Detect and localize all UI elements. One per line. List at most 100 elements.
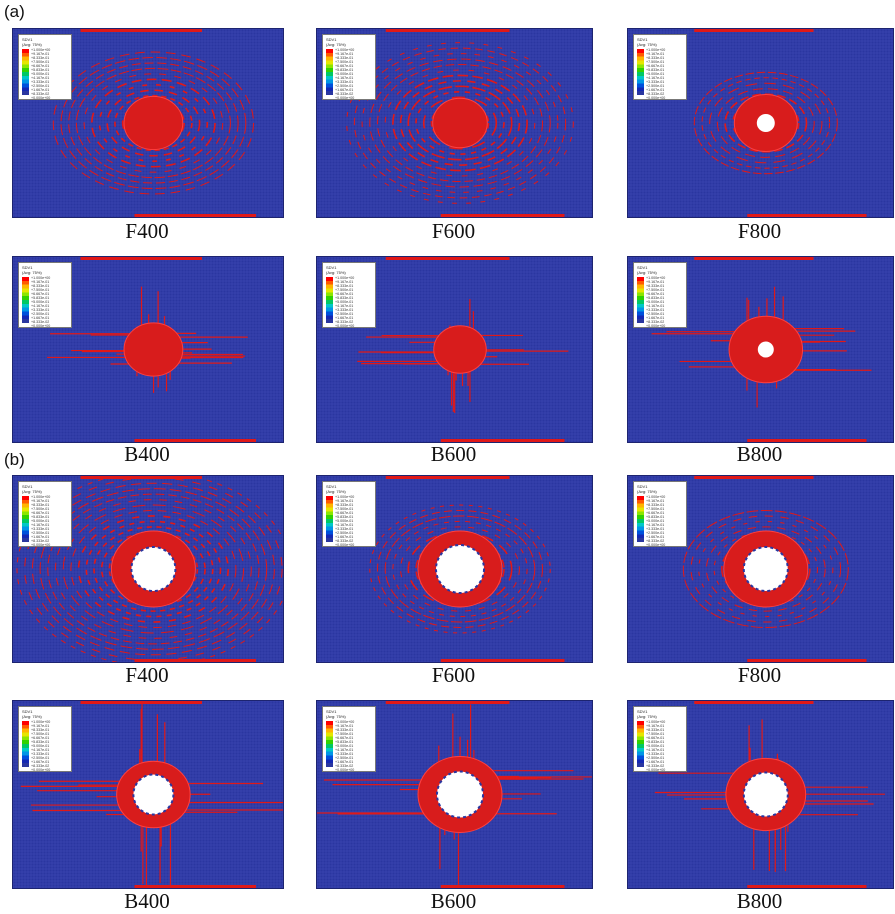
legend-value: +4.167e-01: [31, 748, 50, 752]
legend-variable: SDV1: [637, 37, 648, 42]
legend-value: +5.833e-01: [31, 740, 50, 744]
panel-caption: B800: [736, 442, 783, 466]
legend-value: +3.333e-01: [646, 527, 665, 531]
legend-value: +0.000e+00: [335, 768, 355, 772]
damage-ring: [346, 42, 574, 204]
legend-value: +2.500e-01: [646, 756, 665, 760]
legend-value: +4.167e-01: [646, 76, 665, 80]
legend-value: +6.667e-01: [335, 64, 354, 68]
legend-averaging: (Avg: 75%): [22, 42, 42, 47]
legend-value: +8.333e-01: [335, 56, 354, 60]
perforation-hole: [130, 546, 177, 592]
legend-value: +5.000e-01: [335, 72, 354, 76]
legend-value: +5.000e-01: [646, 300, 665, 304]
contour-legend: SDV1 (Avg: 75%) +1.000e+00 +9.167e-01 +8.333…: [322, 34, 376, 100]
legend-value: +5.000e-01: [31, 519, 50, 523]
fe-panel-b-F600: SDV1 (Avg: 75%) +1.000e+00 +9.167e-01 +8.333…: [316, 475, 593, 663]
legend-value: +5.833e-01: [31, 515, 50, 519]
edge-damage: [385, 476, 510, 479]
fe-panel-a-F600: SDV1 (Avg: 75%) +1.000e+00 +9.167e-01 +8.333…: [316, 28, 593, 218]
fe-panel-a-F800: SDV1 (Avg: 75%) +1.000e+00 +9.167e-01 +8.333…: [627, 28, 894, 218]
damage-region: [693, 71, 838, 175]
damage-ring: [705, 526, 826, 612]
damage-ring: [75, 67, 231, 179]
legend-value: +8.333e-02: [646, 539, 665, 543]
legend-value: +8.333e-02: [646, 92, 665, 96]
legend-value: +6.667e-01: [31, 511, 50, 515]
edge-damage: [134, 439, 256, 442]
legend-value: +1.667e-01: [335, 535, 354, 539]
edge-damage: [134, 885, 256, 888]
legend-value: +4.167e-01: [335, 523, 354, 527]
damage-core: [433, 325, 487, 374]
legend-value: +3.333e-01: [31, 752, 50, 756]
legend-value: +6.667e-01: [646, 64, 665, 68]
legend-value: +1.000e+00: [646, 276, 666, 280]
legend-value: +8.333e-01: [335, 728, 354, 732]
legend-value: +4.167e-01: [31, 76, 50, 80]
damage-ring: [693, 71, 838, 175]
damage-ring: [377, 510, 543, 628]
panel-caption: F800: [737, 219, 782, 243]
contour-legend: SDV1 (Avg: 75%) +1.000e+00 +9.167e-01 +8.333…: [633, 706, 687, 772]
damage-ring: [106, 89, 201, 157]
legend-value: +1.000e+00: [335, 276, 355, 280]
edge-damage: [440, 659, 565, 662]
legend-value: +1.000e+00: [335, 48, 355, 52]
mesh-plot: [13, 701, 283, 888]
legend-value: +9.167e-01: [31, 499, 50, 503]
legend-value: +9.167e-01: [335, 280, 354, 284]
legend-value: +7.500e-01: [646, 732, 665, 736]
legend-colorbar: [22, 277, 29, 323]
damage-ring: [47, 493, 260, 645]
fe-panel-a-B800: SDV1 (Avg: 75%) +1.000e+00 +9.167e-01 +8.333…: [627, 256, 894, 443]
mesh-plot: [13, 257, 283, 442]
legend-values: +1.000e+00 +9.167e-01 +8.333e-01 +7.500e-01…: [31, 276, 50, 328]
panel-caption: B600: [430, 889, 477, 913]
legend-value: +5.833e-01: [335, 296, 354, 300]
legend-header: SDV1 (Avg: 75%): [637, 37, 657, 47]
legend-values: +1.000e+00 +9.167e-01 +8.333e-01 +7.500e-01…: [646, 48, 665, 100]
legend-value: +8.333e-02: [31, 764, 50, 768]
legend-value: +1.000e+00: [31, 48, 51, 52]
legend-value: +0.000e+00: [31, 768, 51, 772]
damage-ring: [369, 504, 551, 634]
legend-value: +1.667e-01: [646, 535, 665, 539]
damage-region: [16, 476, 283, 662]
legend-value: +0.000e+00: [31, 96, 51, 100]
legend-colorbar: [326, 277, 333, 323]
legend-averaging: (Avg: 75%): [326, 489, 346, 494]
mesh-plot: [13, 29, 283, 217]
legend-value: +2.500e-01: [31, 84, 50, 88]
panel-caption: F800: [737, 663, 782, 687]
legend-values: +1.000e+00 +9.167e-01 +8.333e-01 +7.500e-01…: [646, 495, 665, 547]
legend-values: +1.000e+00 +9.167e-01 +8.333e-01 +7.500e-01…: [335, 720, 354, 772]
part-b-label: (b): [4, 450, 25, 469]
damage-ring: [16, 476, 283, 662]
legend-value: +5.000e-01: [646, 72, 665, 76]
legend-values: +1.000e+00 +9.167e-01 +8.333e-01 +7.500e-01…: [335, 48, 354, 100]
legend-value: +0.000e+00: [335, 543, 355, 547]
perforation-hole: [435, 544, 485, 594]
legend-value: +1.667e-01: [31, 760, 50, 764]
legend-value: +5.000e-01: [31, 72, 50, 76]
legend-value: +1.667e-01: [335, 760, 354, 764]
legend-value: +3.333e-01: [335, 308, 354, 312]
edge-damage: [694, 476, 814, 479]
legend-value: +6.667e-01: [335, 511, 354, 515]
legend-value: +9.167e-01: [335, 52, 354, 56]
edge-damage: [134, 214, 256, 217]
damage-ring: [377, 64, 543, 182]
contour-legend: SDV1 (Avg: 75%) +1.000e+00 +9.167e-01 +8.333…: [322, 481, 376, 547]
legend-value: +3.333e-01: [646, 308, 665, 312]
mesh-plot: [628, 476, 893, 662]
legend-variable: SDV1: [22, 265, 33, 270]
damage-ring: [98, 83, 209, 163]
panel-caption: B600: [430, 442, 477, 466]
legend-values: +1.000e+00 +9.167e-01 +8.333e-01 +7.500e-01…: [646, 276, 665, 328]
legend-variable: SDV1: [326, 37, 337, 42]
legend-value: +1.667e-01: [646, 316, 665, 320]
legend-value: +0.000e+00: [646, 324, 666, 328]
damage-ring: [701, 77, 831, 169]
legend-value: +0.000e+00: [31, 324, 51, 328]
